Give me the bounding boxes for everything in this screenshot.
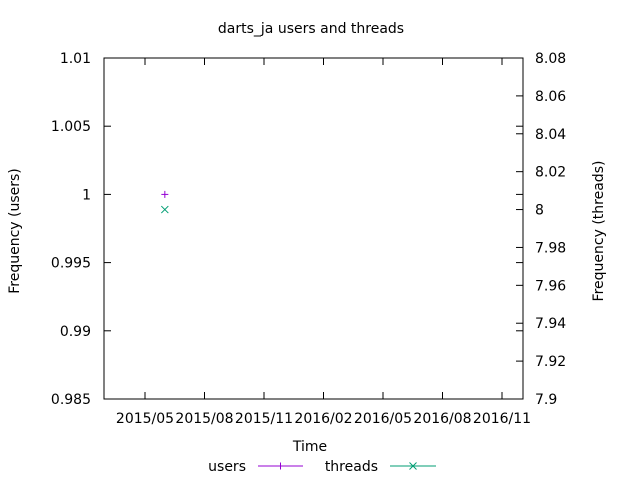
users-data-point xyxy=(161,190,169,198)
x-tick-label: 2016/05 xyxy=(354,411,412,427)
y-right-tick-label: 8.06 xyxy=(535,89,566,105)
x-tick-label: 2015/11 xyxy=(235,411,293,427)
y-left-ticks: 1.01 1.005 1 0.995 0.99 0.985 xyxy=(51,51,523,408)
x-tick-label: 2016/02 xyxy=(294,411,352,427)
y-left-axis-label: Frequency (users) xyxy=(7,168,23,294)
y-right-tick-label: 7.92 xyxy=(535,354,566,370)
x-tick-label: 2016/08 xyxy=(413,411,471,427)
y-right-axis-label: Frequency (threads) xyxy=(591,161,607,302)
x-tick-label: 2015/08 xyxy=(175,411,233,427)
legend-marker-users xyxy=(277,462,284,470)
y-left-tick-label: 1 xyxy=(82,187,91,203)
y-left-tick-label: 1.005 xyxy=(51,119,91,135)
y-right-tick-label: 8.02 xyxy=(535,165,566,181)
y-left-tick-label: 0.995 xyxy=(51,256,91,272)
y-right-ticks: 8.08 8.06 8.04 8.02 8 7.98 7.96 7.94 7.92 7.9 xyxy=(516,51,566,408)
x-tick-label: 2016/11 xyxy=(473,411,531,427)
y-right-tick-label: 7.96 xyxy=(535,278,566,294)
x-tick-label: 2015/05 xyxy=(116,411,174,427)
y-left-tick-label: 0.985 xyxy=(51,392,91,408)
threads-data-point xyxy=(160,205,169,214)
y-right-tick-label: 8.04 xyxy=(535,127,566,143)
y-right-tick-label: 7.98 xyxy=(535,240,566,256)
legend: users threads xyxy=(208,459,436,475)
data-marks xyxy=(160,190,169,214)
y-right-tick-label: 7.9 xyxy=(535,392,557,408)
legend-marker-threads xyxy=(409,462,417,470)
x-ticks: 2015/05 2015/08 2015/11 2016/02 2016/05 2016/… xyxy=(116,58,531,427)
y-left-tick-label: 1.01 xyxy=(60,51,91,67)
legend-label-threads: threads xyxy=(325,459,378,475)
y-right-tick-label: 8.08 xyxy=(535,51,566,67)
legend-label-users: users xyxy=(208,459,246,475)
chart-title: darts_ja users and threads xyxy=(218,21,404,37)
y-left-tick-label: 0.99 xyxy=(60,324,91,340)
y-right-tick-label: 8 xyxy=(535,203,544,219)
y-right-tick-label: 7.94 xyxy=(535,316,566,332)
plot-area xyxy=(103,57,524,400)
x-axis-label: Time xyxy=(292,439,327,455)
